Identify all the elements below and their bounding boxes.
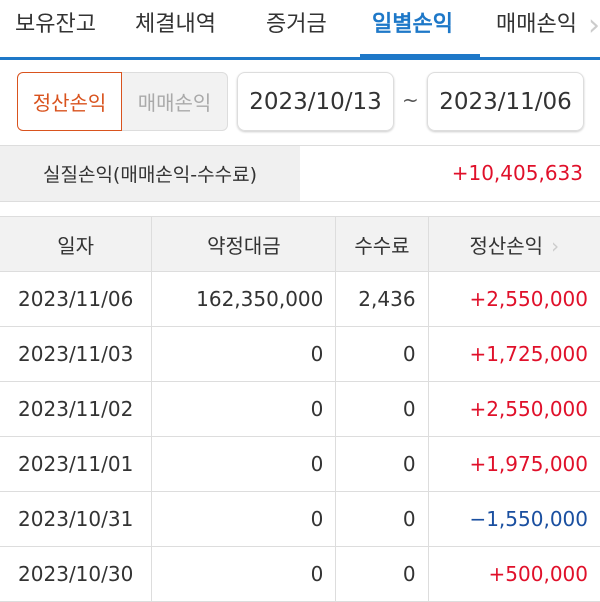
table-row[interactable]: 2023/10/30 0 0 +500,000 bbox=[0, 546, 600, 602]
tab-executions[interactable]: 체결내역 bbox=[135, 12, 216, 37]
cell-date: 2023/10/31 bbox=[0, 491, 153, 547]
trade-pnl-toggle[interactable]: 매매손익 bbox=[122, 72, 228, 131]
settlement-pnl-toggle[interactable]: 정산손익 bbox=[17, 72, 122, 131]
cell-date: 2023/11/03 bbox=[0, 326, 153, 382]
chevron-right-icon[interactable]: › bbox=[588, 8, 600, 43]
cell-pnl: −1,550,000 bbox=[428, 491, 600, 547]
cell-date: 2023/11/02 bbox=[0, 381, 153, 437]
summary-value: +10,405,633 bbox=[451, 161, 583, 185]
tab-trade-pnl[interactable]: 매매손익 bbox=[496, 12, 577, 37]
cell-date: 2023/10/30 bbox=[0, 546, 153, 602]
cell-fee: 0 bbox=[335, 491, 429, 547]
start-date-field[interactable]: 2023/10/13 bbox=[237, 72, 394, 131]
tab-margin[interactable]: 증거금 bbox=[266, 12, 327, 37]
tab-holdings[interactable]: 보유잔고 bbox=[15, 12, 96, 37]
cell-amount: 0 bbox=[151, 546, 337, 602]
cell-amount: 0 bbox=[151, 436, 337, 492]
cell-amount: 0 bbox=[151, 381, 337, 437]
header-date: 일자 bbox=[0, 216, 153, 272]
tab-bar: 보유잔고 체결내역 증거금 일별손익 매매손익 › bbox=[0, 0, 600, 60]
table-row[interactable]: 2023/11/01 0 0 +1,975,000 bbox=[0, 436, 600, 492]
cell-pnl: +1,975,000 bbox=[428, 436, 600, 492]
cell-fee: 2,436 bbox=[335, 271, 429, 327]
cell-fee: 0 bbox=[335, 381, 429, 437]
header-amount: 약정대금 bbox=[151, 216, 337, 272]
active-tab-indicator bbox=[360, 54, 480, 60]
chevron-right-icon[interactable]: › bbox=[551, 233, 560, 258]
cell-date: 2023/11/06 bbox=[0, 271, 153, 327]
cell-pnl: +1,725,000 bbox=[428, 326, 600, 382]
daily-pnl-table: 일자 약정대금 수수료 정산손익 › 2023/11/06 162,350,000 2… bbox=[0, 216, 600, 602]
cell-pnl: +2,550,000 bbox=[428, 271, 600, 327]
cell-amount: 0 bbox=[151, 326, 337, 382]
end-date-field[interactable]: 2023/11/06 bbox=[427, 72, 584, 131]
table-row[interactable]: 2023/11/02 0 0 +2,550,000 bbox=[0, 381, 600, 437]
cell-date: 2023/11/01 bbox=[0, 436, 153, 492]
cell-amount: 162,350,000 bbox=[151, 271, 337, 327]
table-header: 일자 약정대금 수수료 정산손익 › bbox=[0, 216, 600, 272]
cell-pnl: +2,550,000 bbox=[428, 381, 600, 437]
cell-fee: 0 bbox=[335, 326, 429, 382]
summary-label: 실질손익(매매손익-수수료) bbox=[0, 146, 300, 201]
table-row[interactable]: 2023/11/03 0 0 +1,725,000 bbox=[0, 326, 600, 382]
header-fee: 수수료 bbox=[335, 216, 429, 272]
date-separator: ~ bbox=[402, 88, 419, 112]
table-row[interactable]: 2023/10/31 0 0 −1,550,000 bbox=[0, 491, 600, 547]
cell-fee: 0 bbox=[335, 546, 429, 602]
table-row[interactable]: 2023/11/06 162,350,000 2,436 +2,550,000 bbox=[0, 271, 600, 327]
cell-fee: 0 bbox=[335, 436, 429, 492]
tab-daily-pnl[interactable]: 일별손익 bbox=[372, 12, 453, 37]
header-pnl-label: 정산손익 bbox=[469, 233, 544, 258]
header-pnl: 정산손익 › bbox=[428, 216, 600, 272]
summary-row: 실질손익(매매손익-수수료) +10,405,633 bbox=[0, 145, 600, 202]
cell-amount: 0 bbox=[151, 491, 337, 547]
cell-pnl: +500,000 bbox=[428, 546, 600, 602]
